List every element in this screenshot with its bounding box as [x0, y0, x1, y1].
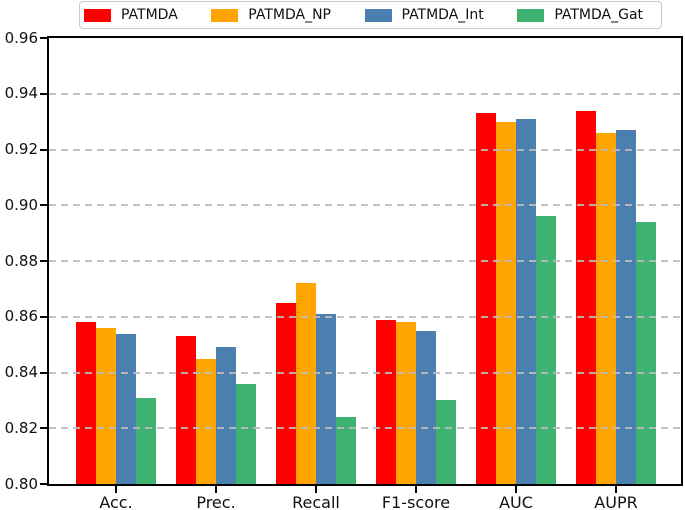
- y-tick: [40, 315, 47, 318]
- bar-patmda_np-recall: [296, 283, 316, 484]
- gridline-0.94: [49, 92, 681, 95]
- x-tick: [515, 486, 517, 493]
- bar-patmda_gat-recall: [336, 417, 356, 484]
- y-tick-label: 0.96: [4, 28, 38, 47]
- bar-patmda_np-prec: [196, 358, 216, 484]
- y-tick-label: 0.88: [4, 251, 38, 270]
- gridline-0.82: [49, 427, 681, 430]
- x-tick-label: Acc.: [99, 493, 133, 510]
- y-tick-label: 0.90: [4, 195, 38, 214]
- y-tick: [40, 483, 47, 485]
- bar-patmda_int-aupr: [616, 130, 636, 484]
- x-tick: [215, 486, 217, 493]
- legend-swatch-patmda: [84, 8, 111, 22]
- bar-patmda-f1score: [376, 319, 396, 484]
- gridline-0.86: [49, 315, 681, 318]
- bar-patmda_int-f1score: [416, 330, 436, 484]
- y-tick: [40, 37, 47, 39]
- x-tick: [615, 486, 617, 493]
- x-tick: [315, 486, 317, 493]
- gridline-0.90: [49, 204, 681, 207]
- bar-patmda_np-f1score: [396, 322, 416, 484]
- y-tick-label: 0.80: [4, 474, 38, 493]
- legend-item-patmda-int: PATMDA_Int: [364, 7, 518, 23]
- y-tick-label: 0.92: [4, 140, 38, 158]
- x-tick-label: AUPR: [594, 493, 638, 510]
- bar-patmda_np-aupr: [596, 132, 616, 484]
- legend-item-patmda-np: PATMDA_NP: [211, 7, 364, 23]
- legend-label-patmda-np: PATMDA_NP: [248, 7, 331, 23]
- bar-patmda_int-auc: [516, 118, 536, 484]
- legend-label-patmda-int: PATMDA_Int: [401, 7, 484, 23]
- bar-patmda_gat-prec: [236, 383, 256, 484]
- x-tick-label: AUC: [499, 493, 533, 510]
- bar-patmda_int-recall: [316, 314, 336, 484]
- y-tick-label: 0.86: [4, 307, 38, 326]
- bar-patmda-recall: [276, 302, 296, 484]
- legend-label-patmda: PATMDA: [121, 7, 178, 23]
- y-tick: [40, 427, 47, 430]
- legend-swatch-patmda-np: [211, 8, 239, 22]
- gridline-0.92: [49, 148, 681, 151]
- x-tick: [415, 486, 417, 493]
- legend-label-patmda-gat: PATMDA_Gat: [554, 7, 644, 23]
- y-tick-label: 0.84: [4, 363, 38, 381]
- legend-item-patmda: PATMDA: [84, 7, 211, 23]
- gridline-0.84: [49, 371, 681, 374]
- plot-area: Acc. Prec. Recall F1-score AUC AUPR 0.80 0.82 0.…: [5, 29, 683, 510]
- bar-patmda_gat-aupr: [636, 222, 656, 484]
- bar-patmda-acc: [76, 322, 96, 484]
- x-tick-label: Prec.: [196, 493, 236, 510]
- bar-patmda_np-acc: [96, 327, 116, 484]
- bar-patmda_gat-f1score: [436, 400, 456, 484]
- legend-item-patmda-gat: PATMDA_Gat: [517, 7, 651, 23]
- bar-patmda_np-auc: [496, 121, 516, 484]
- x-tick: [115, 486, 117, 493]
- x-tick-label: Recall: [292, 493, 340, 510]
- y-tick: [40, 204, 47, 207]
- y-tick-label: 0.82: [4, 418, 38, 437]
- bar-patmda_int-acc: [116, 333, 136, 484]
- y-tick: [40, 260, 47, 262]
- bar-patmda_gat-auc: [536, 216, 556, 484]
- bar-patmda_gat-acc: [136, 397, 156, 484]
- bar-patmda-prec: [176, 336, 196, 484]
- y-tick: [40, 92, 47, 95]
- x-tick-label: F1-score: [381, 493, 451, 510]
- y-tick: [40, 148, 47, 151]
- legend-swatch-patmda-int: [364, 8, 392, 22]
- bar-patmda-aupr: [576, 110, 596, 484]
- legend-swatch-patmda-gat: [517, 8, 545, 22]
- y-tick-label: 0.94: [4, 84, 38, 103]
- bar-patmda_int-prec: [216, 347, 236, 484]
- gridline-0.88: [49, 260, 681, 262]
- y-tick: [40, 371, 47, 374]
- chart-legend: PATMDA PATMDA_NP PATMDA_Int PATMDA_Gat: [79, 1, 662, 29]
